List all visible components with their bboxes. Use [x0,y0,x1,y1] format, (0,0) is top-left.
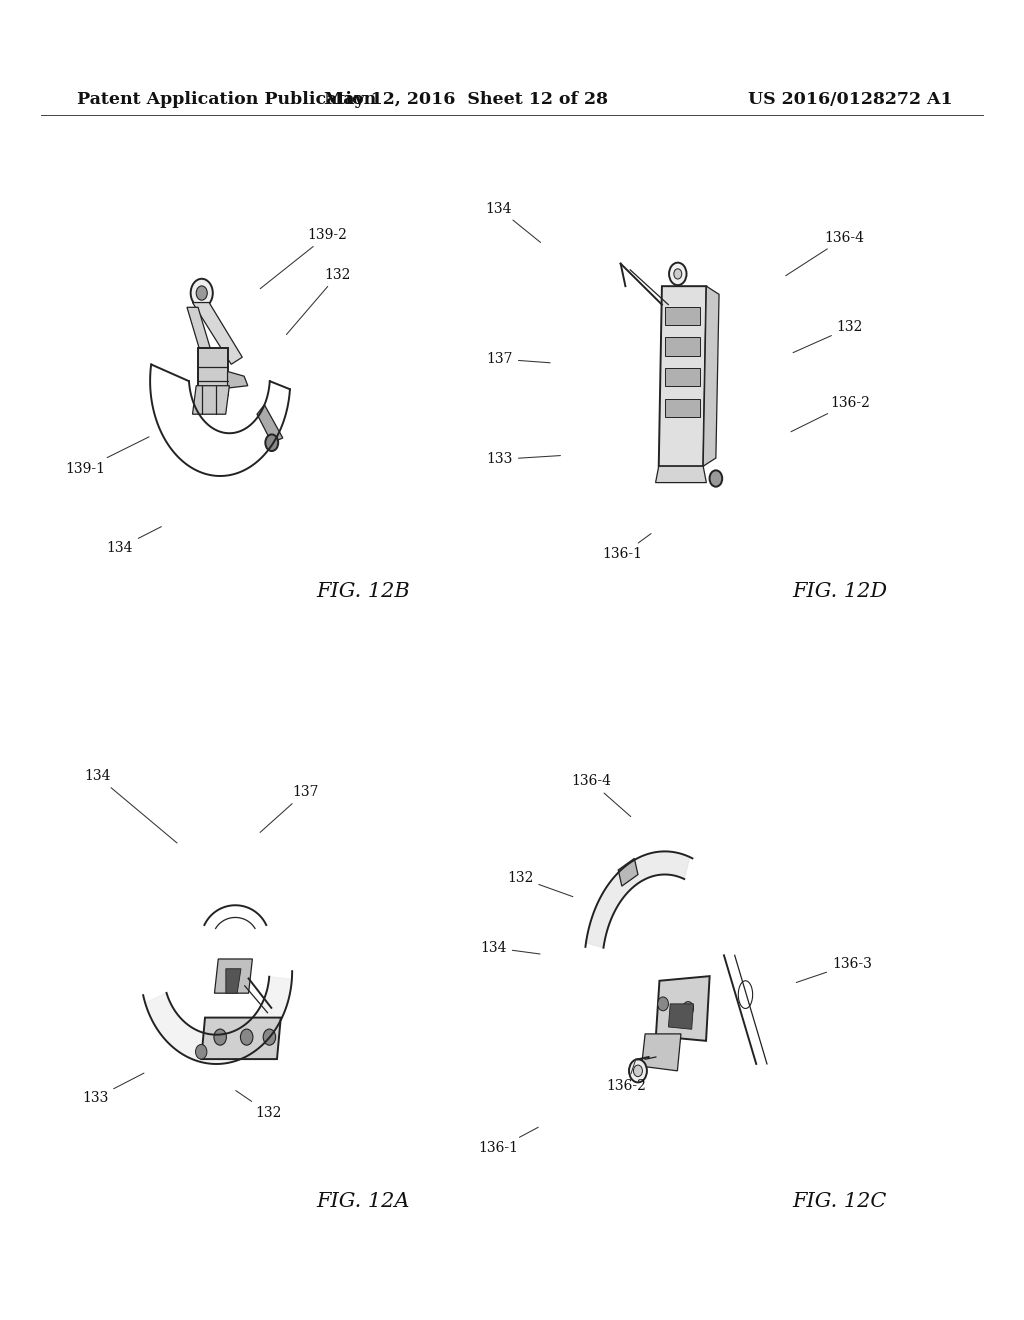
Polygon shape [666,338,700,356]
Text: 132: 132 [793,321,863,352]
Polygon shape [198,347,227,395]
Text: 136-4: 136-4 [785,231,865,276]
Circle shape [196,1044,207,1059]
Polygon shape [257,405,283,442]
Text: 132: 132 [287,268,351,334]
Text: 136-2: 136-2 [791,396,869,432]
Text: 136-4: 136-4 [570,775,631,817]
Polygon shape [145,977,292,1064]
Circle shape [190,279,213,308]
Text: 133: 133 [486,453,560,466]
Circle shape [669,263,686,285]
Circle shape [263,1030,275,1045]
Polygon shape [193,302,243,364]
Text: Patent Application Publication: Patent Application Publication [77,91,376,107]
Text: FIG. 12A: FIG. 12A [316,1192,411,1210]
Text: 136-1: 136-1 [602,533,651,561]
Circle shape [241,1030,253,1045]
Polygon shape [187,308,216,370]
Text: 136-3: 136-3 [797,957,871,982]
Text: 132: 132 [507,871,572,896]
Text: FIG. 12B: FIG. 12B [316,582,411,601]
Text: FIG. 12C: FIG. 12C [793,1192,887,1210]
Circle shape [214,1030,226,1045]
Text: US 2016/0128272 A1: US 2016/0128272 A1 [748,91,952,107]
Text: 133: 133 [82,1073,144,1105]
Text: 137: 137 [486,352,550,366]
Circle shape [265,434,279,451]
Polygon shape [666,399,700,417]
Polygon shape [655,466,707,483]
Circle shape [634,1065,642,1077]
Circle shape [657,997,669,1011]
Text: 139-1: 139-1 [65,437,150,475]
Circle shape [674,269,682,279]
Polygon shape [226,969,241,993]
Polygon shape [227,371,248,388]
Text: 134: 134 [485,202,541,243]
Circle shape [197,286,207,300]
Polygon shape [641,1034,681,1071]
Polygon shape [666,368,700,387]
Polygon shape [201,1018,281,1059]
Text: 134: 134 [106,527,162,554]
Text: 139-2: 139-2 [260,228,347,289]
Text: FIG. 12D: FIG. 12D [793,582,887,601]
Polygon shape [658,286,707,466]
Text: 132: 132 [236,1090,282,1119]
Text: May 12, 2016  Sheet 12 of 28: May 12, 2016 Sheet 12 of 28 [324,91,608,107]
Text: 136-2: 136-2 [607,1059,646,1093]
Circle shape [629,1059,647,1082]
Text: 134: 134 [84,770,177,843]
Polygon shape [666,306,700,325]
Polygon shape [669,1003,693,1030]
Polygon shape [618,858,638,886]
Polygon shape [193,385,229,414]
Polygon shape [703,286,719,466]
Polygon shape [214,958,252,993]
Polygon shape [655,977,710,1040]
Circle shape [710,470,722,487]
Circle shape [683,1002,693,1015]
Text: 134: 134 [480,941,540,954]
Polygon shape [586,851,690,948]
Text: 137: 137 [260,785,318,833]
Text: 136-1: 136-1 [478,1127,539,1155]
